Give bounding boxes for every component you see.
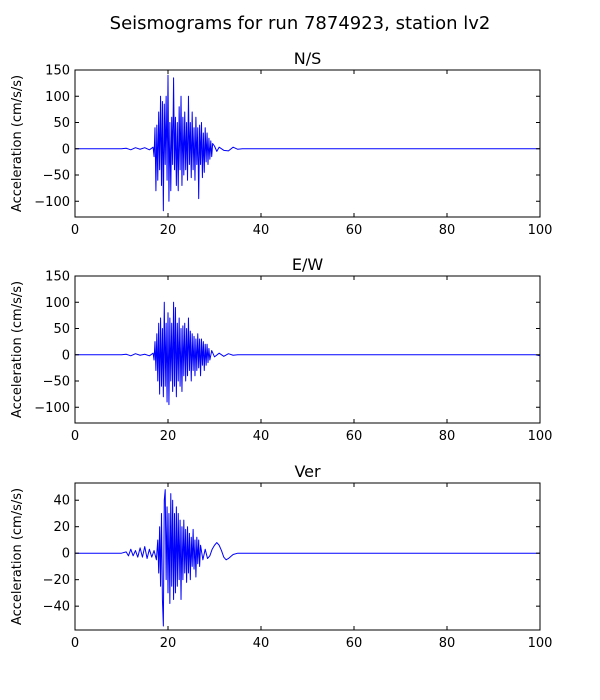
y-tick-label-ver--20: −20 bbox=[43, 573, 70, 588]
panel-ns: N/S Acceleration (cm/s/s) 0 20 40 60 80 100 −100… bbox=[10, 49, 552, 238]
x-tick-label-ew-20: 20 bbox=[160, 429, 177, 444]
panel-title-ew: E/W bbox=[292, 255, 324, 274]
x-tick-label-ew-40: 40 bbox=[253, 429, 270, 444]
x-tick-label-ver-40: 40 bbox=[253, 636, 270, 651]
y-axis-label-ns: Acceleration (cm/s/s) bbox=[10, 75, 25, 212]
panel-title-ver: Ver bbox=[294, 462, 321, 481]
x-tick-label-ver-80: 80 bbox=[439, 636, 456, 651]
y-tick-label-ew--100: −100 bbox=[34, 401, 70, 416]
y-tick-label-ns--100: −100 bbox=[34, 195, 70, 210]
y-tick-label-ver--40: −40 bbox=[43, 600, 70, 615]
plot-frame-ver bbox=[74, 482, 541, 631]
y-tick-label-ns-100: 100 bbox=[45, 90, 70, 105]
x-tick-label-ew-60: 60 bbox=[346, 429, 363, 444]
trace-ns-0 bbox=[75, 74, 540, 212]
x-tick-label-ns-0: 0 bbox=[71, 223, 79, 238]
panel-title-ns: N/S bbox=[294, 49, 322, 68]
trace-ew-0 bbox=[75, 301, 541, 406]
y-tick-label-ns-150: 150 bbox=[45, 64, 70, 79]
y-axis-label-ew: Acceleration (cm/s/s) bbox=[10, 281, 25, 418]
x-tick-label-ew-0: 0 bbox=[71, 429, 79, 444]
plot-frame-ns bbox=[74, 69, 541, 218]
y-tick-label-ver-20: 20 bbox=[53, 520, 70, 535]
y-tick-label-ew-50: 50 bbox=[53, 322, 70, 337]
y-tick-label-ver-40: 40 bbox=[53, 494, 70, 509]
x-tick-label-ver-20: 20 bbox=[160, 636, 177, 651]
y-tick-label-ew-100: 100 bbox=[45, 296, 70, 311]
x-tick-label-ver-0: 0 bbox=[71, 636, 79, 651]
x-tick-label-ns-20: 20 bbox=[160, 223, 177, 238]
x-tick-label-ew-80: 80 bbox=[439, 429, 456, 444]
x-tick-label-ns-40: 40 bbox=[253, 223, 270, 238]
y-tick-label-ns-50: 50 bbox=[53, 116, 70, 131]
x-tick-label-ver-100: 100 bbox=[528, 636, 553, 651]
x-tick-label-ns-60: 60 bbox=[346, 223, 363, 238]
panels: N/S Acceleration (cm/s/s) 0 20 40 60 80 100 −100… bbox=[10, 49, 552, 651]
plot-frame-ew bbox=[74, 275, 541, 424]
y-tick-label-ns--50: −50 bbox=[43, 169, 70, 184]
y-tick-label-ew--50: −50 bbox=[43, 375, 70, 390]
panel-ver: Ver Acceleration (cm/s/s) 0 20 40 60 80 100 −40 −… bbox=[10, 462, 552, 651]
y-axis-label-ver: Acceleration (cm/s/s) bbox=[10, 488, 25, 625]
trace-ver-0 bbox=[75, 489, 540, 627]
y-tick-label-ew-0: 0 bbox=[62, 348, 70, 363]
x-tick-label-ns-100: 100 bbox=[528, 223, 553, 238]
x-tick-label-ver-60: 60 bbox=[346, 636, 363, 651]
y-tick-label-ns-0: 0 bbox=[62, 142, 70, 157]
panel-ew: E/W Acceleration (cm/s/s) 0 20 40 60 80 100 −100… bbox=[10, 255, 552, 444]
y-tick-label-ver-0: 0 bbox=[62, 547, 70, 562]
x-tick-label-ew-100: 100 bbox=[528, 429, 553, 444]
x-tick-label-ns-80: 80 bbox=[439, 223, 456, 238]
y-tick-label-ew-150: 150 bbox=[45, 270, 70, 285]
figure-title: Seismograms for run 7874923, station lv2 bbox=[110, 13, 491, 34]
